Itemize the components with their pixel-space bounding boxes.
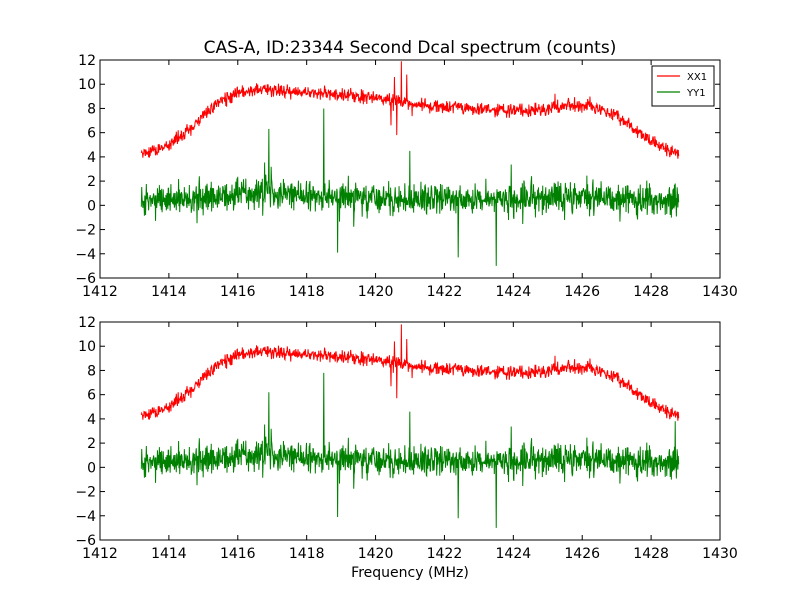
y-tick-label: −6	[75, 533, 96, 549]
series-line-series-1	[140, 372, 680, 528]
plot-area	[140, 61, 680, 266]
y-tick-label: −2	[75, 223, 96, 239]
bottom-axes: 1412 1414 1416 1418 1420 1422 1424 1426 1428 1430…	[75, 315, 737, 562]
x-tick-label: 1424	[496, 284, 532, 300]
x-tick-label: 1422	[427, 284, 463, 300]
y-tick-label: 2	[87, 436, 96, 452]
x-tick-label: 1416	[220, 284, 256, 300]
legend-label: XX1	[687, 72, 707, 83]
x-tick-label: 1416	[220, 546, 256, 562]
x-tick-label: 1414	[151, 284, 187, 300]
legend-label: YY1	[686, 88, 706, 99]
y-tick-label: −6	[75, 271, 96, 287]
y-tick-label: 10	[78, 77, 96, 93]
x-tick-label: 1414	[151, 546, 187, 562]
y-tick-label: 8	[87, 101, 96, 117]
x-tick-label: 1426	[564, 546, 600, 562]
x-tick-label: 1420	[358, 546, 394, 562]
y-tick-label: 2	[87, 174, 96, 190]
y-tick-label: 12	[78, 315, 96, 331]
y-tick-label: −4	[75, 509, 96, 525]
x-axis-label: Frequency (MHz)	[351, 565, 469, 581]
x-tick-label: 1412	[82, 546, 118, 562]
x-tick-label: 1430	[702, 546, 738, 562]
y-tick-label: −4	[75, 247, 96, 263]
x-tick-label: 1430	[702, 284, 738, 300]
y-tick-label: 4	[87, 412, 96, 428]
series-line-series-0	[140, 324, 680, 421]
y-tick-label: 6	[87, 126, 96, 142]
axes-frame	[99, 321, 721, 541]
x-tick-label: 1426	[564, 284, 600, 300]
legend-box	[651, 65, 715, 107]
x-tick-label: 1412	[82, 284, 118, 300]
y-tick-label: 0	[87, 198, 96, 214]
y-tick-label: −2	[75, 485, 96, 501]
y-tick-label: 10	[78, 339, 96, 355]
x-tick-label: 1424	[496, 546, 532, 562]
x-tick-label: 1428	[633, 546, 669, 562]
y-tick-label: 0	[87, 460, 96, 476]
x-tick-label: 1420	[358, 284, 394, 300]
y-tick-label: 6	[87, 388, 96, 404]
x-tick-label: 1418	[289, 546, 325, 562]
axes-frame	[99, 59, 721, 279]
chart-title: CAS-A, ID:23344 Second Dcal spectrum (co…	[204, 38, 617, 58]
series-line-xx1	[140, 61, 680, 159]
x-tick-label: 1428	[633, 284, 669, 300]
y-tick-label: 12	[78, 53, 96, 69]
plot-area	[140, 324, 680, 528]
x-tick-label: 1418	[289, 284, 325, 300]
y-tick-label: 8	[87, 363, 96, 379]
y-tick-label: 4	[87, 150, 96, 166]
x-tick-label: 1422	[427, 546, 463, 562]
top-axes: 1412 1414 1416 1418 1420 1422 1424 1426 1428 1430…	[75, 53, 737, 300]
series-line-yy1	[140, 108, 680, 266]
